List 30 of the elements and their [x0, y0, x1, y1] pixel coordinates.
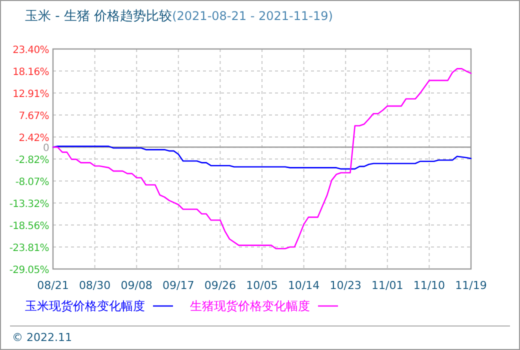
line-series: [52, 146, 472, 170]
x-tick-label: 11/10: [413, 279, 446, 292]
y-tick-label: -2.82%: [15, 154, 49, 166]
x-tick-label: 10/05: [246, 279, 278, 292]
y-tick-label: -8.07%: [15, 177, 49, 188]
x-tick-label: 11/19: [455, 279, 487, 292]
y-tick-label: 18.16%: [12, 66, 49, 78]
chart-subtitle: (2021-08-21 - 2021-11-19): [172, 9, 333, 23]
y-tick-label: -23.81%: [9, 243, 49, 254]
x-tick-label: 08/21: [37, 279, 69, 292]
y-tick-label: 0: [42, 143, 49, 154]
y-tick-label: 23.40%: [12, 45, 49, 56]
x-tick-label: 11/01: [372, 279, 404, 292]
y-tick-label: 7.67%: [18, 110, 49, 122]
x-tick-label: 10/23: [330, 279, 362, 292]
y-tick-label: 2.42%: [18, 133, 49, 144]
y-tick-label: -13.32%: [9, 199, 49, 210]
x-tick-label: 09/17: [162, 279, 194, 292]
line-series: [52, 68, 472, 250]
y-tick-label: 12.91%: [12, 89, 49, 100]
x-tick-label: 09/08: [120, 279, 152, 292]
text: © 2022.11: [12, 331, 72, 344]
y-tick-label: -29.05%: [9, 265, 49, 276]
x-tick-label: 10/14: [288, 279, 320, 292]
x-tick-label: 09/26: [204, 279, 236, 292]
x-tick-label: 08/30: [78, 279, 111, 292]
y-tick-label: -18.56%: [9, 221, 49, 232]
legend-label: 玉米现货价格变化幅度: [25, 299, 145, 313]
chart-title: 玉米 - 生猪 价格趋势比较: [25, 9, 172, 24]
legend-label: 生猪现货价格变化幅度: [190, 299, 310, 313]
